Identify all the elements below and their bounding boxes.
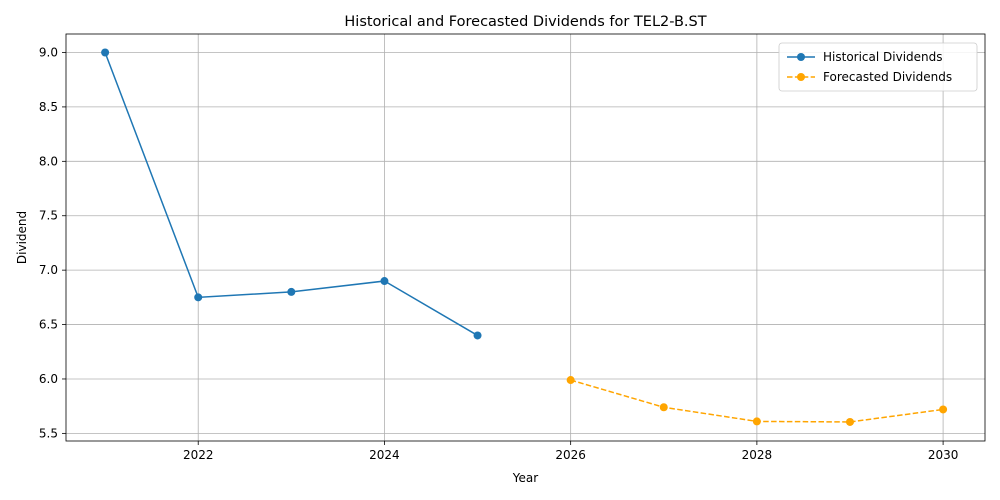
- legend-box: [778, 42, 978, 92]
- legend: Historical Dividends Forecasted Dividends: [778, 42, 978, 92]
- data-point: [845, 417, 854, 426]
- y-tick-label: 6.0: [39, 372, 58, 386]
- legend-label: Historical Dividends: [823, 50, 943, 64]
- axes-border: [65, 33, 986, 442]
- chart-title: Historical and Forecasted Dividends for …: [344, 14, 706, 30]
- x-axis-ticks: 2022 2024 2026 2028 2030: [183, 441, 958, 462]
- y-axis-ticks: 5.5 6.0 6.5 7.0 7.5 8.0 8.5 9.0: [39, 46, 66, 440]
- y-tick-label: 5.5: [39, 426, 58, 440]
- data-point: [473, 331, 482, 340]
- data-point: [566, 376, 575, 385]
- y-axis-label: Dividend: [15, 211, 29, 264]
- y-tick-label: 8.5: [39, 100, 58, 114]
- series-layer: [101, 48, 948, 426]
- grid-lines: [66, 34, 985, 441]
- legend-entry: Historical Dividends: [787, 50, 943, 64]
- y-tick-label: 7.5: [39, 209, 58, 223]
- legend-marker: [797, 53, 805, 61]
- y-tick-label: 7.0: [39, 263, 58, 277]
- y-tick-label: 8.0: [39, 154, 58, 168]
- data-point: [287, 287, 296, 296]
- x-tick-label: 2022: [183, 448, 214, 462]
- data-point: [752, 417, 761, 426]
- data-point: [380, 277, 389, 286]
- legend-label: Forecasted Dividends: [823, 70, 952, 84]
- data-point: [659, 403, 668, 412]
- data-point: [101, 48, 110, 57]
- x-tick-label: 2026: [555, 448, 586, 462]
- legend-entry: Forecasted Dividends: [787, 70, 952, 84]
- series-0: [101, 48, 482, 340]
- legend-marker: [797, 73, 805, 81]
- x-tick-label: 2028: [742, 448, 773, 462]
- x-tick-label: 2024: [369, 448, 400, 462]
- data-point: [939, 405, 948, 414]
- series-1: [566, 376, 948, 426]
- x-axis-label: Year: [512, 471, 538, 485]
- x-tick-label: 2030: [928, 448, 959, 462]
- y-tick-label: 9.0: [39, 46, 58, 60]
- y-tick-label: 6.5: [39, 318, 58, 332]
- data-point: [194, 293, 203, 302]
- axes-frame: [65, 33, 986, 442]
